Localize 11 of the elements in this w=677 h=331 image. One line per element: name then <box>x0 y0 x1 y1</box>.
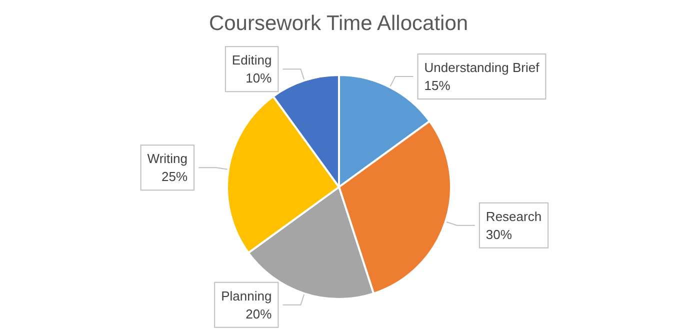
slice-label: Writing <box>147 151 188 166</box>
data-label: 15% <box>424 78 451 94</box>
slice-label: Understanding Brief <box>424 60 540 76</box>
slice-label: Planning <box>221 288 272 304</box>
slice-label: Editing <box>232 52 272 68</box>
data-label: 25% <box>161 169 188 184</box>
data-label: 30% <box>486 226 512 242</box>
data-label: 20% <box>246 306 272 322</box>
data-label: 10% <box>246 70 272 86</box>
chart-title: Coursework Time Allocation <box>208 12 468 35</box>
slice-label: Research <box>486 208 542 224</box>
